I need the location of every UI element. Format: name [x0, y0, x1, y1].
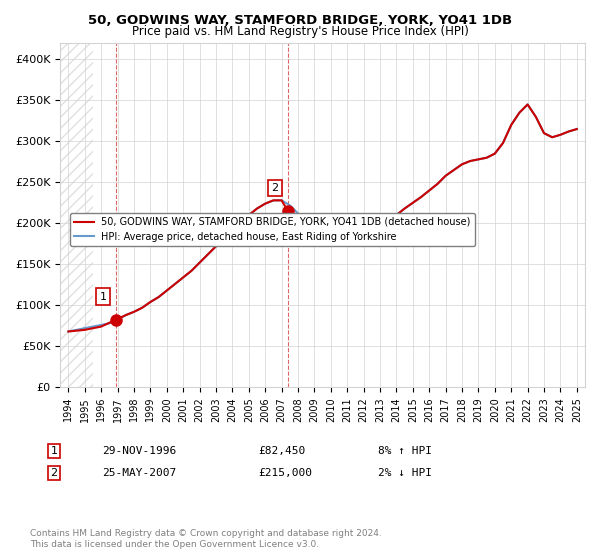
- Text: Price paid vs. HM Land Registry's House Price Index (HPI): Price paid vs. HM Land Registry's House …: [131, 25, 469, 38]
- Text: 29-NOV-1996: 29-NOV-1996: [102, 446, 176, 456]
- Text: 8% ↑ HPI: 8% ↑ HPI: [378, 446, 432, 456]
- Text: 2: 2: [271, 183, 278, 193]
- Text: 2% ↓ HPI: 2% ↓ HPI: [378, 468, 432, 478]
- Bar: [60, 43, 93, 387]
- Text: 25-MAY-2007: 25-MAY-2007: [102, 468, 176, 478]
- Text: 50, GODWINS WAY, STAMFORD BRIDGE, YORK, YO41 1DB: 50, GODWINS WAY, STAMFORD BRIDGE, YORK, …: [88, 14, 512, 27]
- Text: Contains HM Land Registry data © Crown copyright and database right 2024.
This d: Contains HM Land Registry data © Crown c…: [30, 529, 382, 549]
- Text: £215,000: £215,000: [258, 468, 312, 478]
- Text: 1: 1: [50, 446, 58, 456]
- Text: 1: 1: [100, 292, 107, 302]
- Text: £82,450: £82,450: [258, 446, 305, 456]
- Legend: 50, GODWINS WAY, STAMFORD BRIDGE, YORK, YO41 1DB (detached house), HPI: Average : 50, GODWINS WAY, STAMFORD BRIDGE, YORK, …: [70, 213, 475, 246]
- Text: 2: 2: [50, 468, 58, 478]
